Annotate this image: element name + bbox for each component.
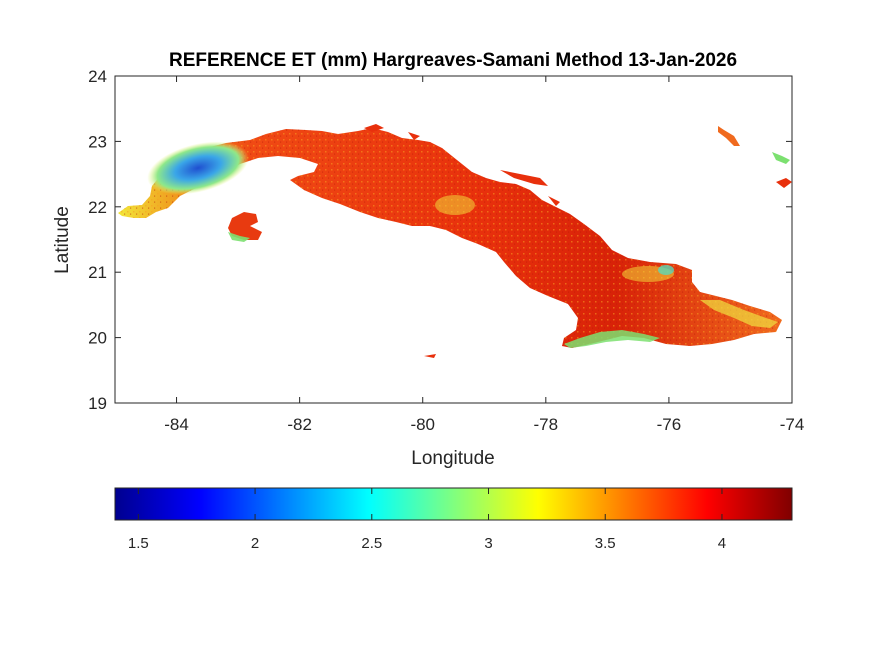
east-island-1 (718, 126, 740, 146)
x-tick-label: -78 (534, 415, 559, 434)
plot-area (114, 75, 793, 404)
chart-title: REFERENCE ET (mm) Hargreaves-Samani Meth… (169, 50, 737, 71)
colorbar-tick-label: 3.5 (595, 535, 616, 552)
y-axis-label: Latitude (52, 206, 73, 274)
x-tick-label: -80 (410, 415, 435, 434)
colorbar-tick-label: 3 (484, 535, 492, 552)
west-low-et-zone (147, 141, 249, 195)
isla-highlight (228, 232, 250, 242)
x-axis: -84 -82 -80 -78 -76 -74 (164, 76, 804, 434)
isla-de-la-juventud (228, 212, 262, 240)
x-tick-label: -82 (287, 415, 312, 434)
colorbar-tick-label: 1.5 (128, 535, 149, 552)
y-tick-label: 20 (88, 329, 107, 348)
east-coast-highlight (700, 300, 778, 328)
x-tick-label: -84 (164, 415, 189, 434)
colorbar-gradient (114, 487, 793, 521)
south-coast-highlight (564, 330, 660, 348)
colorbar-tick-label: 2 (251, 535, 259, 552)
x-tick-label: -74 (780, 415, 805, 434)
y-tick-label: 19 (88, 394, 107, 413)
y-tick-label: 21 (88, 263, 107, 282)
y-axis: 19 20 21 22 23 24 (88, 67, 792, 413)
x-tick-label: -76 (657, 415, 682, 434)
colorbar: 1.5 2 2.5 3 3.5 4 (114, 487, 793, 552)
y-tick-label: 22 (88, 198, 107, 217)
colorbar-tick-label: 4 (718, 535, 726, 552)
east-green-spot (658, 265, 674, 275)
colorbar-tick-label: 2.5 (361, 535, 382, 552)
east-island-3 (776, 178, 792, 188)
y-tick-label: 23 (88, 132, 107, 151)
map-data-layer (118, 124, 792, 358)
y-tick-label: 24 (88, 67, 107, 86)
east-island-2 (772, 152, 790, 164)
x-axis-label: Longitude (411, 448, 494, 469)
central-yellow-patch (435, 195, 475, 215)
southern-islet (424, 354, 436, 358)
cuba-texture (118, 128, 782, 348)
